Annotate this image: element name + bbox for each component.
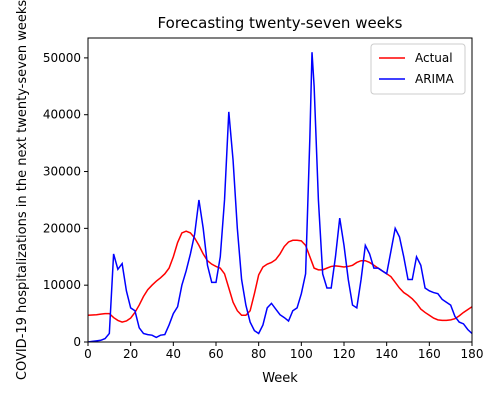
x-tick-label: 160 — [418, 347, 441, 361]
x-tick-label: 120 — [333, 347, 356, 361]
y-tick-label: 40000 — [43, 108, 81, 122]
data-line — [88, 52, 472, 342]
y-tick-label: 20000 — [43, 221, 81, 235]
x-axis-label: Week — [262, 371, 298, 386]
x-tick-label: 100 — [290, 347, 313, 361]
y-axis-label: COVID-19 hospitalizations in the next tw… — [15, 0, 30, 380]
plot-frame — [87, 37, 473, 343]
y-tick-label: 50000 — [43, 51, 81, 65]
x-tick-label: 80 — [251, 347, 266, 361]
x-tick-label: 0 — [84, 347, 92, 361]
legend-label: ARIMA — [415, 72, 454, 86]
x-tick-label: 60 — [208, 347, 223, 361]
x-tick-label: 180 — [461, 347, 484, 361]
y-tick-label: 10000 — [43, 278, 81, 292]
y-tick-label: 30000 — [43, 165, 81, 179]
x-tick-label: 140 — [375, 347, 398, 361]
legend-box — [370, 43, 466, 95]
data-line — [88, 230, 472, 323]
legend-label: Actual — [415, 51, 453, 65]
chart-title: Forecasting twenty-seven weeks — [158, 14, 403, 32]
y-tick-label: 0 — [73, 335, 81, 349]
x-tick-label: 20 — [123, 347, 138, 361]
x-tick-label: 40 — [166, 347, 181, 361]
